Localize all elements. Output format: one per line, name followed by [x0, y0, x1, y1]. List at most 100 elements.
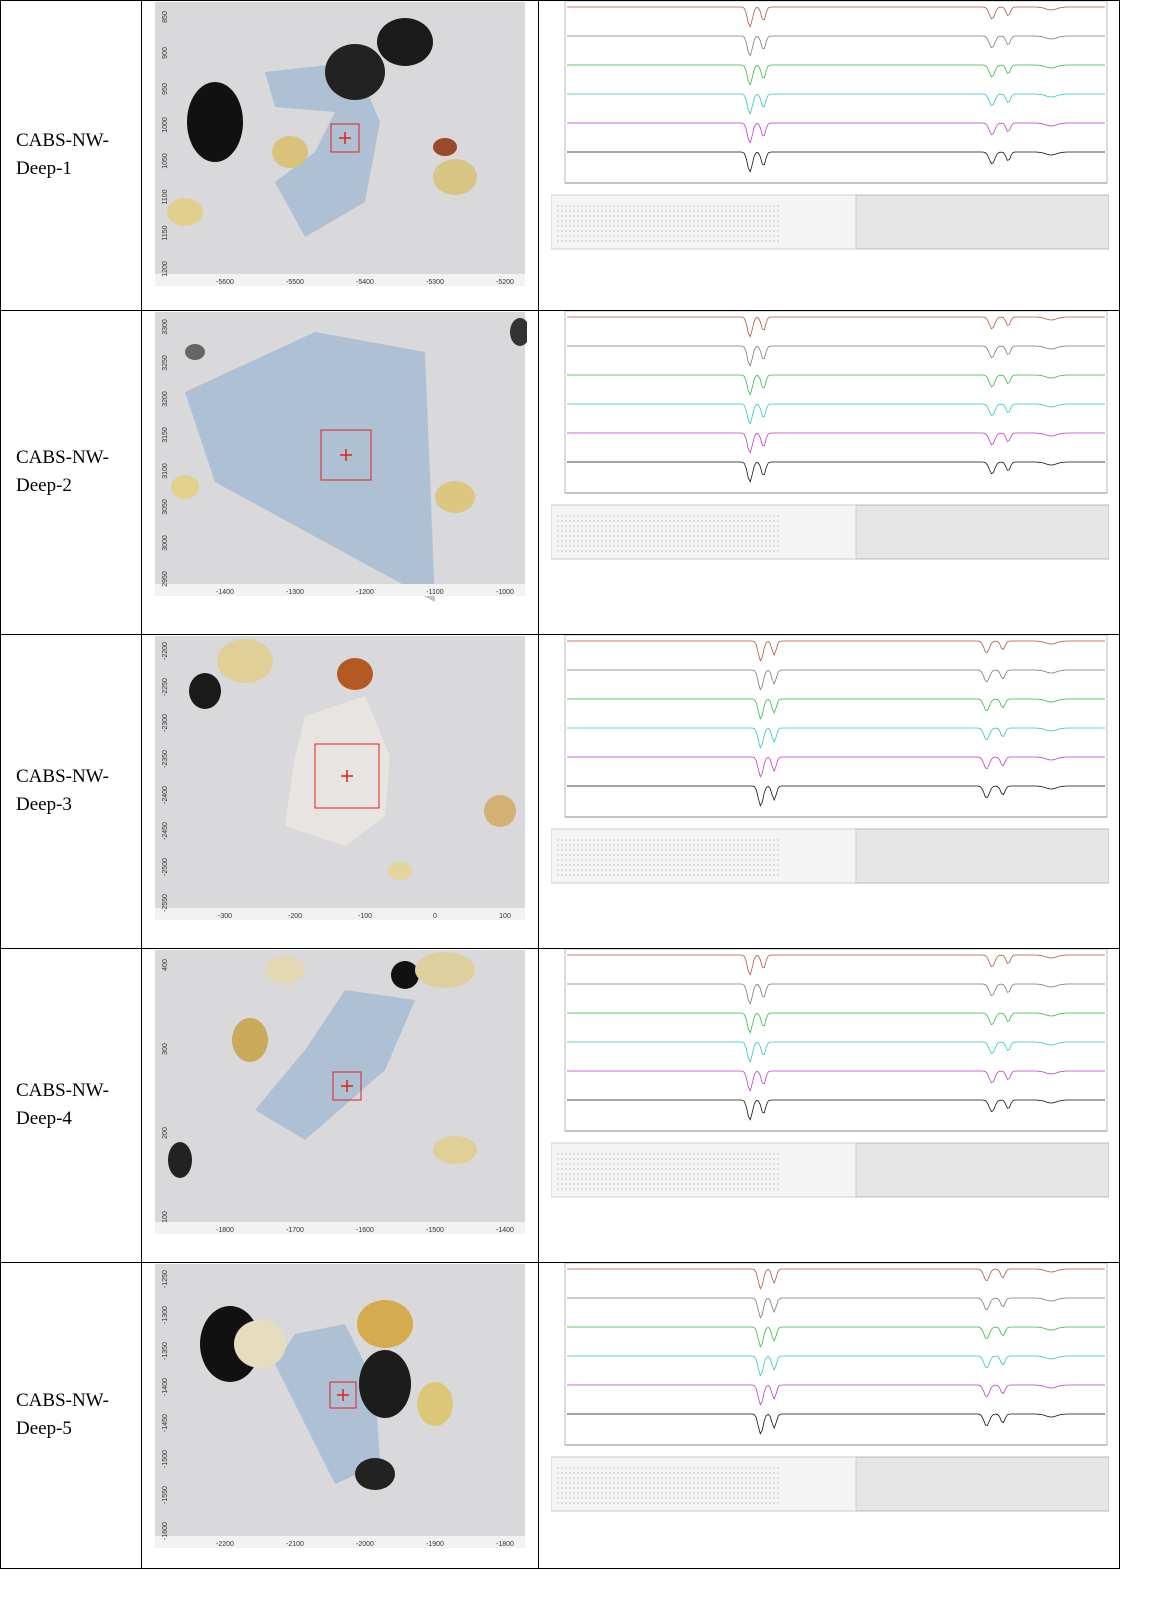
spectrum-trace — [567, 6, 1105, 28]
micrograph: -1800 -1700 -1600 -1500 -1400 400 300 200 100 — [155, 950, 525, 1234]
particle — [168, 1142, 192, 1178]
x-tick-label: -1800 — [216, 1227, 234, 1234]
particle — [234, 1320, 286, 1368]
x-tick-label: -300 — [218, 913, 232, 920]
spectrum-trace — [567, 93, 1105, 115]
particle — [187, 82, 243, 162]
y-tick-label: -2400 — [162, 786, 169, 804]
sample-label: CABS-NW-Deep-3 — [0, 634, 141, 948]
micrograph: -1400 -1300 -1200 -1100 -1000 3300 3250 3200 315… — [155, 312, 527, 602]
sample-label: CABS-NW-Deep-4 — [0, 948, 141, 1262]
target-box — [330, 123, 360, 153]
y-tick-label: -2300 — [162, 714, 169, 732]
sample-label: CABS-NW-Deep-5 — [0, 1262, 141, 1568]
spectrum-trace — [567, 756, 1105, 778]
spectrum-trace — [567, 1012, 1105, 1034]
x-tick-label: -1100 — [426, 589, 443, 596]
result-table-inner — [551, 194, 857, 250]
x-tick-label: -1300 — [286, 589, 304, 596]
spectrum-trace — [567, 1297, 1105, 1319]
result-table-inner — [551, 1456, 857, 1512]
result-table-inner — [551, 504, 857, 560]
y-tick-label: 950 — [162, 83, 169, 95]
x-tick-label: -200 — [288, 913, 302, 920]
plot-frame — [564, 949, 1108, 1132]
spectrum-trace — [567, 122, 1105, 144]
particle — [417, 1382, 453, 1426]
axis-strip — [155, 908, 525, 920]
x-tick-label: -2200 — [216, 1541, 234, 1548]
spectrum-trace — [567, 316, 1105, 338]
x-tick-label: -5300 — [426, 279, 444, 286]
particle-flake — [265, 62, 380, 237]
particle — [510, 318, 527, 346]
x-tick-label: 0 — [433, 913, 437, 920]
x-tick-label: -1400 — [496, 1227, 514, 1234]
spectrum-trace — [567, 640, 1105, 662]
cell-border — [141, 0, 539, 311]
y-tick-label: 200 — [162, 1127, 169, 1139]
result-table-inner — [551, 828, 857, 884]
sample-label-text: CABS-NW-Deep-4 — [16, 1080, 109, 1129]
micrograph: -300 -200 -100 0 100 -2200 -2250 -2300 -2350 -240… — [155, 636, 525, 920]
y-tick-label: 2950 — [162, 571, 169, 587]
spectrum-trace — [567, 1099, 1105, 1121]
particle — [433, 1136, 477, 1164]
particle — [415, 952, 475, 988]
result-table-inner — [551, 1142, 857, 1198]
y-tick-label: 3100 — [162, 463, 169, 479]
spectrum-trace — [567, 1355, 1105, 1377]
y-tick-label: -2500 — [162, 858, 169, 876]
particle — [185, 344, 205, 360]
y-tick-label: -2550 — [162, 894, 169, 912]
x-tick-label: -1600 — [356, 1227, 374, 1234]
plot-frame — [564, 1, 1108, 184]
spectra-panel — [551, 635, 1109, 884]
spectra-panel — [551, 1, 1109, 250]
x-tick-label: -1000 — [496, 589, 514, 596]
target-box — [329, 1381, 357, 1409]
spectrum-trace — [567, 1041, 1105, 1063]
spectrum-trace — [567, 669, 1105, 691]
particle — [433, 159, 477, 195]
spectra-panel — [551, 1263, 1109, 1512]
cell-border — [0, 1262, 1120, 1569]
particle — [232, 1018, 268, 1062]
x-tick-label: -5500 — [286, 279, 304, 286]
micrograph: -5600 -5500 -5400 -5300 -5200 850 900 950 1000 10… — [155, 2, 525, 286]
particle — [355, 1458, 395, 1490]
spectrum-trace — [567, 64, 1105, 86]
y-tick-label: 3300 — [162, 319, 169, 335]
y-tick-label: -1300 — [162, 1306, 169, 1324]
spectrum-trace — [567, 1070, 1105, 1092]
x-tick-label: -1800 — [496, 1541, 514, 1548]
y-tick-label: 900 — [162, 47, 169, 59]
spectrum-trace — [567, 954, 1105, 976]
y-tick-label: -1550 — [162, 1486, 169, 1504]
particle — [325, 44, 385, 100]
spectrum-trace — [567, 1384, 1105, 1406]
spectrum-trace — [567, 403, 1105, 425]
particle — [265, 956, 305, 984]
y-tick-label: 3200 — [162, 391, 169, 407]
y-tick-label: 1150 — [162, 225, 169, 240]
x-tick-label: -1400 — [216, 589, 234, 596]
target-box — [314, 743, 380, 809]
micrograph: -2200 -2100 -2000 -1900 -1800 -1250 -1300 -1350… — [155, 1264, 525, 1548]
y-tick-label: 3000 — [162, 535, 169, 551]
particle — [272, 136, 308, 168]
y-tick-label: 1200 — [162, 261, 169, 277]
y-tick-label: -1250 — [162, 1270, 169, 1288]
x-tick-label: -5400 — [356, 279, 374, 286]
y-tick-label: 3050 — [162, 499, 169, 515]
y-tick-label: -1450 — [162, 1414, 169, 1432]
x-tick-label: -100 — [358, 913, 372, 920]
crosshair — [339, 132, 351, 144]
spectrum-trace — [567, 345, 1105, 367]
particle — [171, 475, 199, 499]
x-tick-label: -2100 — [286, 1541, 304, 1548]
y-tick-label: -1400 — [162, 1378, 169, 1396]
y-tick-label: -1500 — [162, 1450, 169, 1468]
sample-label-text: CABS-NW-Deep-1 — [16, 130, 109, 179]
y-tick-label: -1600 — [162, 1522, 169, 1540]
